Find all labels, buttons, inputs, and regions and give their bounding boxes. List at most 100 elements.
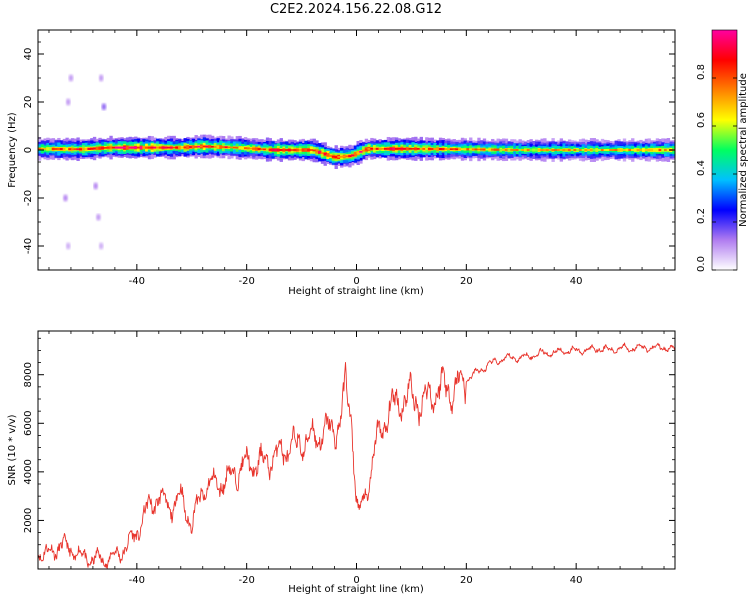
spectrogram-y-tick-label: 20 xyxy=(23,96,34,109)
heatmap-cell xyxy=(392,147,396,150)
heatmap-cell xyxy=(114,146,119,149)
snr-y-tick-label: 8000 xyxy=(23,362,34,387)
heatmap-cell xyxy=(329,154,333,157)
snr-x-tick-label: 0 xyxy=(353,575,359,586)
heatmap-cell xyxy=(323,152,327,156)
spectrogram-y-ticks: -40 -20 0 20 40 xyxy=(23,29,675,271)
heatmap-cell xyxy=(543,149,547,151)
heatmap-cell xyxy=(246,147,251,150)
heatmap-cell xyxy=(567,148,572,152)
heatmap-cell xyxy=(271,148,275,151)
heatmap-cell xyxy=(51,147,56,150)
heatmap-cell xyxy=(488,148,492,151)
heatmap-cell xyxy=(90,147,94,150)
heatmap-cell xyxy=(120,146,124,149)
heatmap-cell xyxy=(62,148,67,151)
heatmap-cell xyxy=(444,148,448,150)
heatmap-cell xyxy=(436,148,440,150)
heatmap-cell xyxy=(68,148,72,151)
heatmap-cell xyxy=(540,148,544,152)
heatmap-cell xyxy=(485,148,489,151)
heatmap-cell xyxy=(331,155,336,158)
heatmap-cell xyxy=(655,149,660,151)
heatmap-cell xyxy=(642,149,646,151)
heatmap-cell xyxy=(79,148,83,151)
heatmap-cell xyxy=(565,148,569,152)
heatmap-cell xyxy=(647,148,651,152)
heatmap-cell xyxy=(293,148,297,152)
heatmap-cell xyxy=(499,148,503,151)
heatmap-spur xyxy=(68,74,74,82)
snr-y-tick-label: 6000 xyxy=(23,411,34,436)
heatmap-cell xyxy=(617,149,621,151)
spectrogram-x-tick-label: -20 xyxy=(239,276,255,287)
heatmap-cell xyxy=(180,146,185,149)
heatmap-cell xyxy=(320,152,325,155)
heatmap-cell xyxy=(235,146,240,149)
heatmap-cell xyxy=(81,148,86,151)
heatmap-cell xyxy=(466,148,470,151)
heatmap-cell xyxy=(238,146,242,149)
heatmap-cell xyxy=(136,146,141,149)
snr-panel: -40 -20 0 20 40 2000 4000 6000 8000 Height of s… xyxy=(7,330,676,595)
heatmap-cell xyxy=(474,148,478,151)
heatmap-cell xyxy=(397,147,402,150)
heatmap-cell xyxy=(340,155,344,158)
heatmap-cell xyxy=(197,145,201,148)
heatmap-cell xyxy=(348,155,352,158)
heatmap-cell xyxy=(521,149,525,151)
heatmap-cell xyxy=(109,146,113,149)
heatmap-cell xyxy=(636,148,640,152)
heatmap-cell xyxy=(482,148,487,151)
heatmap-cell xyxy=(172,146,176,149)
heatmap-cell xyxy=(359,150,363,153)
heatmap-cell xyxy=(282,148,286,152)
heatmap-cell xyxy=(334,156,338,159)
heatmap-cell xyxy=(46,147,50,151)
heatmap-cell xyxy=(128,146,132,149)
heatmap-cell xyxy=(285,148,289,152)
heatmap-cell xyxy=(375,147,380,150)
heatmap-cell xyxy=(351,154,355,157)
heatmap-cell xyxy=(125,146,130,149)
colorbar-tick-label: 0.6 xyxy=(696,112,707,128)
heatmap-cell xyxy=(592,149,596,151)
spectrogram-x-tick-label: -40 xyxy=(129,276,145,287)
spectrogram-x-tick-label: 20 xyxy=(460,276,473,287)
heatmap-cell xyxy=(142,146,146,149)
heatmap-cell xyxy=(625,148,629,152)
heatmap-cell xyxy=(268,148,272,151)
heatmap-cell xyxy=(364,148,369,151)
heatmap-cell xyxy=(493,148,498,151)
heatmap-cell xyxy=(620,149,624,151)
heatmap-cell xyxy=(370,147,374,150)
heatmap-cell xyxy=(254,147,259,150)
snr-x-label: Height of straight line (km) xyxy=(288,584,424,595)
heatmap-cell xyxy=(318,151,322,154)
heatmap-cell xyxy=(578,149,583,151)
heatmap-cell xyxy=(153,146,157,149)
heatmap-cell xyxy=(175,146,179,149)
heatmap-cell xyxy=(427,148,432,150)
heatmap-cell xyxy=(290,149,294,151)
heatmap-cell xyxy=(658,149,662,151)
heatmap-cell xyxy=(265,148,270,151)
heatmap-spur xyxy=(66,242,71,250)
spectrogram-y-tick-label: 0 xyxy=(23,147,34,153)
heatmap-cell xyxy=(496,148,500,151)
heatmap-cell xyxy=(529,149,533,151)
spectrogram-heatmap xyxy=(38,74,675,250)
heatmap-cell xyxy=(653,148,657,152)
snr-y-label: SNR (10 * v/v) xyxy=(7,414,18,485)
heatmap-cell xyxy=(666,148,671,152)
chart-title: C2E2.2024.156.22.08.G12 xyxy=(269,2,443,17)
snr-y-tick-label: 2000 xyxy=(23,508,34,533)
heatmap-cell xyxy=(622,149,627,151)
heatmap-cell xyxy=(169,146,174,149)
heatmap-cell xyxy=(631,148,635,152)
snr-y-ticks: 2000 4000 6000 8000 xyxy=(23,337,675,570)
heatmap-cell xyxy=(309,149,314,151)
heatmap-cell xyxy=(219,146,223,148)
heatmap-cell xyxy=(103,146,108,149)
heatmap-cell xyxy=(84,147,89,151)
